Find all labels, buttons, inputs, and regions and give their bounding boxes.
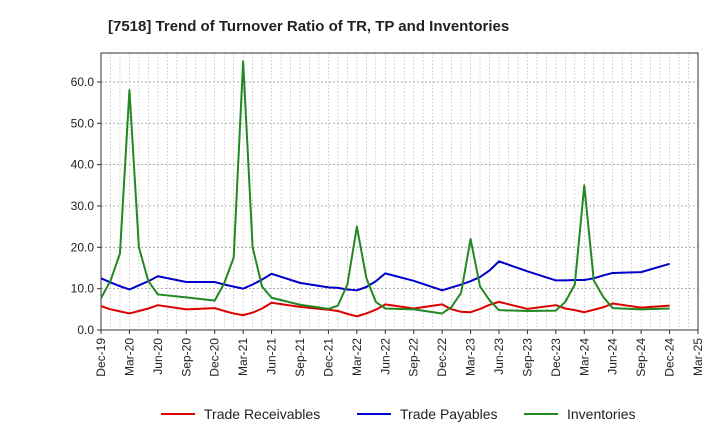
series-line-trade-payables	[100, 260, 670, 292]
x-tick-label: Dec-19	[94, 338, 108, 377]
x-tick-label: Sep-23	[520, 338, 534, 377]
x-tick-label: Jun-23	[492, 338, 506, 375]
legend: Trade Receivables Trade Payables Inventori…	[161, 406, 635, 422]
x-tick-label: Dec-20	[208, 338, 222, 377]
legend-label: Trade Payables	[400, 406, 498, 422]
x-tick-label: Jun-21	[265, 338, 279, 375]
x-tick-label: Dec-22	[435, 338, 449, 377]
grid	[101, 53, 698, 331]
axes: 0.0 10.0 20.0 30.0 40.0 50.0 60.0 Dec-19 Mar-20 J…	[71, 52, 705, 377]
x-tick-label: Mar-24	[577, 338, 591, 376]
y-tick-label: 40.0	[71, 158, 95, 172]
x-tick-label: Sep-24	[634, 338, 648, 377]
plot-frame	[100, 52, 699, 331]
y-tick-label: 30.0	[71, 199, 95, 213]
x-tick-label: Sep-22	[407, 338, 421, 377]
x-tick-label: Jun-20	[151, 338, 165, 375]
x-tick-label: Mar-20	[122, 338, 136, 376]
y-tick-label: 0.0	[77, 323, 94, 337]
x-tick-label: Mar-21	[236, 338, 250, 376]
chart-title: [7518] Trend of Turnover Ratio of TR, TP…	[108, 18, 509, 35]
x-tick-label: Dec-21	[321, 338, 335, 377]
y-tick-label: 10.0	[71, 282, 95, 296]
legend-label: Inventories	[567, 406, 635, 422]
x-tick-label: Dec-23	[549, 338, 563, 377]
x-tick-label: Mar-22	[350, 338, 364, 376]
y-tick-label: 20.0	[71, 240, 95, 254]
series-line-inventories	[100, 60, 670, 315]
y-tick-label: 50.0	[71, 116, 95, 130]
y-tick-label: 60.0	[71, 75, 95, 89]
x-tick-label: Mar-25	[691, 338, 705, 376]
legend-label: Trade Receivables	[204, 406, 320, 422]
x-tick-label: Sep-21	[293, 338, 307, 377]
series-lines	[100, 60, 670, 318]
x-tick-label: Sep-20	[179, 338, 193, 377]
x-tick-label: Dec-24	[663, 338, 677, 377]
series-line-trade-receivables	[100, 300, 670, 318]
x-tick-label: Mar-23	[464, 338, 478, 376]
x-tick-label: Jun-24	[606, 338, 620, 375]
x-tick-label: Jun-22	[378, 338, 392, 375]
